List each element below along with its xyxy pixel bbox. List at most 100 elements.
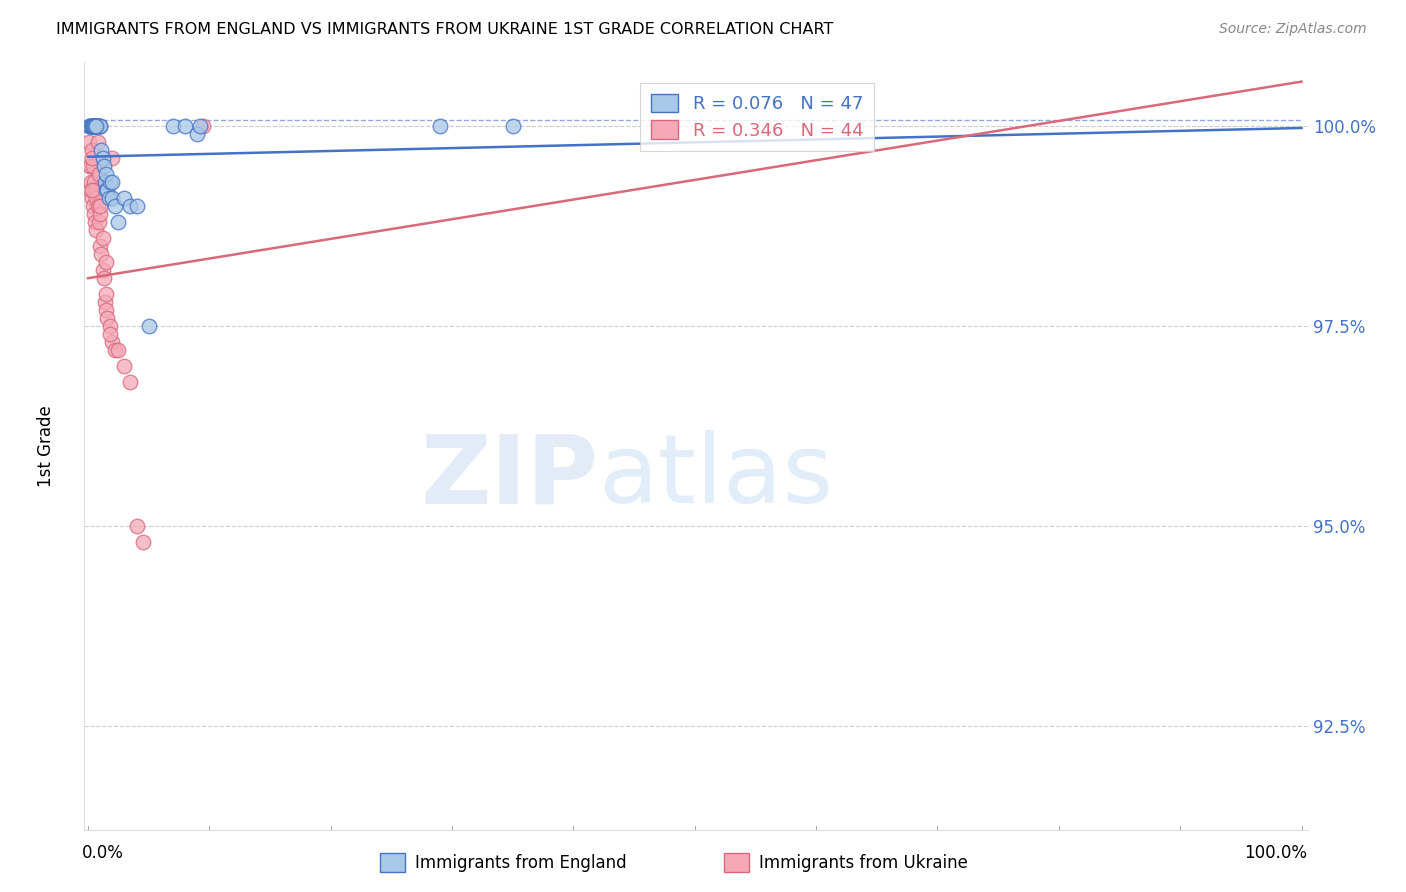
Point	[77, 120, 100, 134]
Point	[89, 120, 111, 134]
Point	[83, 120, 105, 134]
Point	[98, 319, 121, 334]
Point	[96, 287, 118, 301]
Point	[84, 215, 107, 229]
Point	[87, 167, 110, 181]
Point	[96, 167, 118, 181]
Point	[429, 120, 451, 134]
Text: 100.0%: 100.0%	[1244, 844, 1308, 862]
Point	[89, 199, 111, 213]
Point	[96, 303, 118, 318]
Point	[79, 120, 101, 134]
Point	[79, 159, 101, 173]
Point	[98, 175, 121, 189]
Point	[91, 151, 114, 165]
Point	[83, 120, 105, 134]
Point	[86, 120, 108, 134]
Point	[77, 136, 100, 150]
Text: ZIP: ZIP	[420, 430, 598, 524]
Point	[96, 255, 118, 269]
Point	[94, 295, 117, 310]
Point	[174, 120, 197, 134]
Point	[94, 175, 117, 189]
Point	[86, 191, 108, 205]
Point	[79, 120, 101, 134]
Text: Source: ZipAtlas.com: Source: ZipAtlas.com	[1219, 22, 1367, 37]
Point	[83, 175, 105, 189]
Text: Immigrants from Ukraine: Immigrants from Ukraine	[759, 854, 969, 871]
Point	[86, 120, 108, 134]
Point	[80, 120, 103, 134]
Point	[89, 120, 111, 134]
Point	[91, 231, 114, 245]
Point	[98, 327, 121, 342]
Point	[86, 120, 108, 134]
Point	[107, 215, 129, 229]
Point	[101, 191, 124, 205]
Point	[120, 199, 142, 213]
Point	[101, 335, 124, 350]
Point	[186, 128, 208, 142]
Point	[86, 199, 108, 213]
Point	[104, 343, 127, 357]
Point	[162, 120, 184, 134]
Point	[82, 159, 104, 173]
Point	[188, 120, 211, 134]
Point	[84, 183, 107, 197]
Point	[84, 120, 107, 134]
Text: Immigrants from England: Immigrants from England	[415, 854, 627, 871]
Point	[96, 183, 118, 197]
Point	[125, 199, 148, 213]
Point	[84, 120, 107, 134]
Point	[97, 191, 120, 205]
Point	[90, 144, 112, 158]
Point	[112, 359, 135, 373]
Point	[91, 263, 114, 277]
Text: 1st Grade: 1st Grade	[37, 405, 55, 487]
Point	[80, 144, 103, 158]
Point	[80, 175, 103, 189]
Point	[125, 519, 148, 533]
Point	[80, 151, 103, 165]
Text: IMMIGRANTS FROM ENGLAND VS IMMIGRANTS FROM UKRAINE 1ST GRADE CORRELATION CHART: IMMIGRANTS FROM ENGLAND VS IMMIGRANTS FR…	[56, 22, 834, 37]
Point	[83, 120, 105, 134]
Point	[80, 120, 103, 134]
Point	[502, 120, 524, 134]
Text: 0.0%: 0.0%	[82, 844, 124, 862]
Point	[131, 535, 153, 549]
Point	[101, 151, 124, 165]
Legend: R = 0.076   N = 47, R = 0.346   N = 44: R = 0.076 N = 47, R = 0.346 N = 44	[640, 83, 875, 151]
Point	[90, 247, 112, 261]
Point	[96, 183, 118, 197]
Point	[193, 120, 215, 134]
Point	[86, 120, 108, 134]
Point	[120, 375, 142, 389]
Point	[82, 120, 104, 134]
Point	[83, 207, 105, 221]
Point	[80, 191, 103, 205]
Point	[87, 215, 110, 229]
Point	[82, 183, 104, 197]
Point	[93, 271, 115, 285]
Point	[83, 120, 105, 134]
Point	[138, 319, 160, 334]
Point	[89, 239, 111, 253]
Point	[82, 120, 104, 134]
Point	[96, 311, 118, 326]
Point	[82, 120, 104, 134]
Point	[84, 120, 107, 134]
Point	[89, 207, 111, 221]
Point	[107, 343, 129, 357]
Point	[104, 199, 127, 213]
Point	[79, 159, 101, 173]
Point	[101, 175, 124, 189]
Point	[82, 199, 104, 213]
Point	[87, 120, 110, 134]
Point	[86, 120, 108, 134]
Text: atlas: atlas	[598, 430, 834, 524]
Point	[112, 191, 135, 205]
Point	[93, 159, 115, 173]
Point	[79, 183, 101, 197]
Point	[80, 120, 103, 134]
Point	[86, 223, 108, 237]
